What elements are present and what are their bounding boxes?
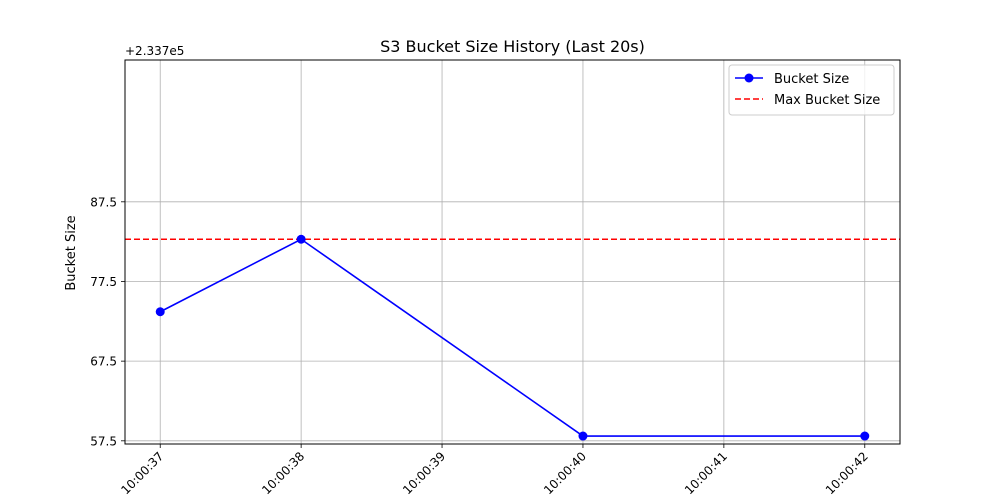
y-tick-label: 57.5: [90, 434, 117, 448]
bucket-size-point: [155, 307, 165, 317]
plot-area-frame: [124, 59, 901, 445]
legend-label-max-bucket-size: Max Bucket Size: [774, 93, 880, 108]
legend: Bucket Size Max Bucket Size: [728, 64, 895, 116]
chart-title: S3 Bucket Size History (Last 20s): [380, 37, 645, 56]
bucket-size-point: [860, 431, 870, 441]
y-axis-offset-label: +2.337e5: [125, 44, 184, 58]
y-tick-label: 67.5: [90, 355, 117, 369]
series-layer: [155, 234, 870, 441]
bucket-size-point: [578, 431, 588, 441]
y-tick-label: 77.5: [90, 275, 117, 289]
legend-series-marker: [744, 73, 754, 83]
legend-frame: [728, 64, 895, 116]
y-axis-ticks: 57.5 67.5 77.5 87.5: [90, 195, 125, 448]
bucket-size-point: [296, 234, 306, 244]
bucket-size-line: [159, 238, 865, 437]
y-tick-label: 87.5: [90, 195, 117, 209]
y-axis-label: Bucket Size: [64, 215, 79, 290]
grid: [125, 60, 900, 444]
legend-label-bucket-size: Bucket Size: [774, 72, 849, 87]
